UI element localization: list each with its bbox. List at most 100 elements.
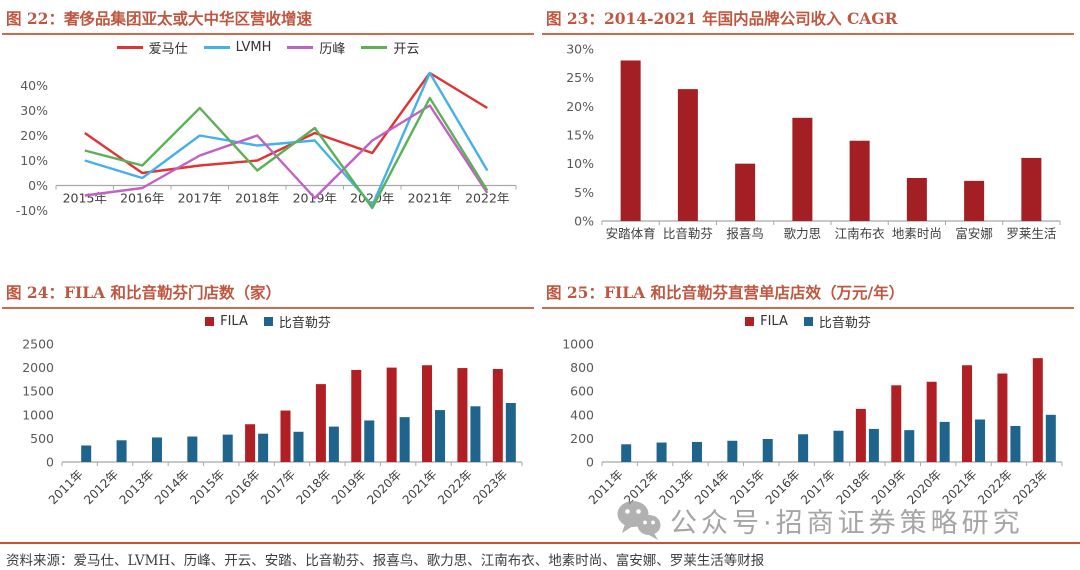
svg-text:2022年: 2022年: [975, 467, 1015, 507]
fig22-series-爱马仕: [84, 71, 488, 175]
legend-swatch: [361, 46, 388, 49]
svg-text:0%: 0%: [28, 178, 48, 193]
legend-item-FILA: FILA: [745, 314, 788, 329]
svg-text:2016年: 2016年: [763, 467, 803, 507]
fig25-chart: 100080060040020002011年2012年2013年2014年201…: [562, 337, 1063, 507]
svg-text:2018年: 2018年: [294, 467, 334, 507]
svg-text:2012年: 2012年: [81, 467, 121, 507]
source-text: 资料来源：爱马仕、LVMH、历峰、开云、安踏、比音勒芬、报喜鸟、歌力思、江南布衣…: [6, 553, 765, 569]
svg-text:2012年: 2012年: [621, 467, 661, 507]
svg-text:25%: 25%: [566, 70, 594, 85]
svg-text:1000: 1000: [562, 337, 594, 352]
svg-text:30%: 30%: [566, 42, 594, 57]
bar: [505, 403, 516, 462]
legend-item-LVMH: LVMH: [203, 40, 271, 55]
x-axis-labels: 安踏体育 比音勒芬 报喜鸟 歌力思 江南布衣 地素时尚 富安娜 罗莱生活: [606, 226, 1057, 241]
bar: [470, 406, 481, 462]
legend-item-比音勒芬: 比音勒芬: [803, 312, 871, 331]
x-axis-labels: 2011年2012年2013年2014年2015年2016年2017年2018年…: [586, 467, 1051, 507]
svg-text:2019年: 2019年: [869, 467, 909, 507]
svg-text:400: 400: [570, 407, 594, 422]
legend-label: FILA: [760, 314, 788, 329]
fig22-chart: 40% 30% 20% 10% 0% -10% 2015年 2016年 2017年 2018年 20…: [16, 71, 517, 218]
bar: [939, 421, 950, 462]
svg-text:0: 0: [586, 455, 594, 470]
legend-swatch: [803, 317, 813, 326]
bar: [293, 431, 304, 462]
bar: [975, 419, 986, 462]
fig23-panel: 图 23：2014-2021 年国内品牌公司收入 CAGR 30% 25% 20% 1…: [540, 0, 1080, 272]
legend-swatch: [116, 46, 143, 49]
svg-text:-10%: -10%: [16, 203, 48, 218]
svg-text:2022年: 2022年: [435, 467, 475, 507]
legend-swatch: [287, 46, 314, 49]
fig23-chart: 30% 25% 20% 15% 10% 5% 0% 安踏体育 比音勒芬 报喜鸟 歌力思 江南布衣 地素时…: [566, 42, 1061, 241]
svg-text:2018年: 2018年: [235, 191, 279, 206]
legend-item-开云: 开云: [361, 38, 419, 57]
bar: [849, 140, 870, 221]
bar: [222, 434, 233, 462]
svg-text:2020年: 2020年: [904, 467, 944, 507]
svg-text:罗莱生活: 罗莱生活: [1006, 226, 1056, 241]
svg-text:2014年: 2014年: [152, 467, 192, 507]
svg-text:20%: 20%: [20, 128, 48, 143]
svg-text:2019年: 2019年: [329, 467, 369, 507]
legend-swatch: [205, 317, 215, 326]
bar: [457, 368, 468, 462]
x-axis: [601, 461, 1063, 466]
fig24-legend: FILA 比音勒芬: [2, 309, 534, 334]
svg-text:2011年: 2011年: [586, 467, 626, 507]
svg-text:2023年: 2023年: [1010, 467, 1050, 507]
fig22-title: 图 22：奢侈品集团亚太或大中华区营收增速: [2, 2, 534, 35]
svg-text:2021年: 2021年: [940, 467, 980, 507]
svg-text:报喜鸟: 报喜鸟: [726, 226, 764, 241]
svg-text:800: 800: [570, 360, 594, 375]
svg-text:2011年: 2011年: [46, 467, 86, 507]
bar: [422, 365, 433, 462]
svg-text:10%: 10%: [20, 153, 48, 168]
x-axis-labels: 2011年2012年2013年2014年2015年2016年2017年2018年…: [46, 467, 511, 507]
svg-text:10%: 10%: [566, 156, 594, 171]
svg-text:2015年: 2015年: [727, 467, 767, 507]
bar: [997, 373, 1008, 462]
source-line: 资料来源：爱马仕、LVMH、历峰、开云、安踏、比音勒芬、报喜鸟、歌力思、江南布衣…: [0, 542, 1080, 570]
fig25-panel: 图 25：FILA 和比音勒芬直营单店店效（万元/年） FILA 比音勒芬 100…: [540, 272, 1080, 542]
svg-text:2016年: 2016年: [223, 467, 263, 507]
svg-text:40%: 40%: [20, 78, 48, 93]
legend-label: 比音勒芬: [818, 316, 871, 331]
x-axis-labels: 2015年 2016年 2017年 2018年 2019年 2020年 2021年 2022年: [63, 191, 510, 206]
svg-text:2018年: 2018年: [834, 467, 874, 507]
bar: [620, 60, 641, 221]
svg-text:歌力思: 歌力思: [784, 226, 822, 241]
fig24-panel: 图 24：FILA 和比音勒芬门店数（家） FILA 比音勒芬 2500 2000 1…: [0, 272, 540, 542]
bar: [364, 420, 375, 462]
svg-text:2020年: 2020年: [364, 467, 404, 507]
svg-text:2017年: 2017年: [798, 467, 838, 507]
legend-item-FILA: FILA: [205, 314, 248, 329]
svg-text:2013年: 2013年: [657, 467, 697, 507]
bar: [891, 385, 902, 462]
fig25-legend: FILA 比音勒芬: [542, 309, 1074, 334]
fig24-title: 图 24：FILA 和比音勒芬门店数（家）: [2, 276, 534, 309]
bar: [906, 178, 927, 221]
svg-text:2000: 2000: [22, 360, 54, 375]
bar: [691, 441, 702, 462]
svg-text:地素时尚: 地素时尚: [892, 226, 942, 241]
svg-text:600: 600: [570, 384, 594, 399]
fig24-chart: 2500 2000 1500 1000 500 02011年2012年2013年2014年…: [22, 337, 523, 507]
x-axis: [55, 184, 517, 190]
bar: [151, 437, 162, 462]
legend-item-历峰: 历峰: [287, 38, 345, 57]
bar: [904, 430, 915, 462]
bar: [81, 445, 92, 462]
fig22-series-LVMH: [84, 71, 489, 207]
bar: [399, 417, 410, 462]
x-axis: [601, 220, 1061, 225]
svg-text:30%: 30%: [20, 103, 48, 118]
svg-text:1500: 1500: [22, 384, 54, 399]
svg-text:2016年: 2016年: [120, 191, 164, 206]
fig23-bars: [620, 60, 1042, 221]
bar: [386, 367, 397, 462]
bar: [962, 365, 973, 462]
